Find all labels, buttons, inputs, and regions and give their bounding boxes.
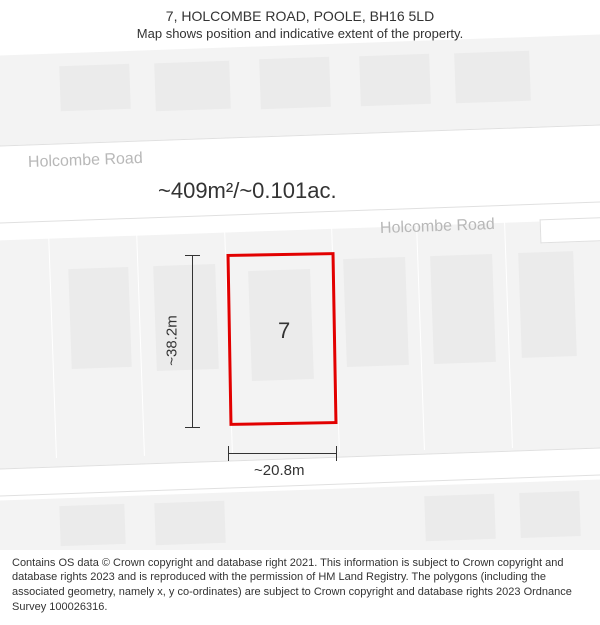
building (154, 501, 225, 545)
footer-copyright: Contains OS data © Crown copyright and d… (0, 550, 600, 625)
building (518, 251, 577, 358)
dim-tick (228, 446, 229, 461)
plot-number-label: 7 (278, 318, 290, 344)
dim-label-height: ~38.2m (164, 311, 181, 371)
header: 7, HOLCOMBE ROAD, POOLE, BH16 5LD Map sh… (0, 0, 600, 45)
building (59, 64, 131, 111)
dim-tick (185, 255, 200, 256)
dim-tick (336, 446, 337, 461)
building (59, 504, 125, 546)
map-canvas: Holcombe Road Holcombe Road 7 ~409m²/~0.… (0, 0, 600, 555)
dim-line-horizontal (228, 453, 336, 454)
dim-line-vertical (192, 255, 193, 427)
building (259, 57, 331, 109)
area-label: ~409m²/~0.101ac. (158, 178, 337, 204)
building (343, 257, 409, 367)
building (519, 491, 581, 538)
building (424, 494, 496, 541)
dim-label-width: ~20.8m (254, 462, 304, 479)
page-subtitle: Map shows position and indicative extent… (20, 26, 580, 41)
road-side (540, 217, 600, 244)
dim-tick (185, 427, 200, 428)
building (454, 51, 531, 104)
page-title: 7, HOLCOMBE ROAD, POOLE, BH16 5LD (20, 8, 580, 24)
building (154, 61, 231, 112)
building (359, 54, 431, 106)
building (430, 254, 496, 364)
building (68, 267, 131, 369)
